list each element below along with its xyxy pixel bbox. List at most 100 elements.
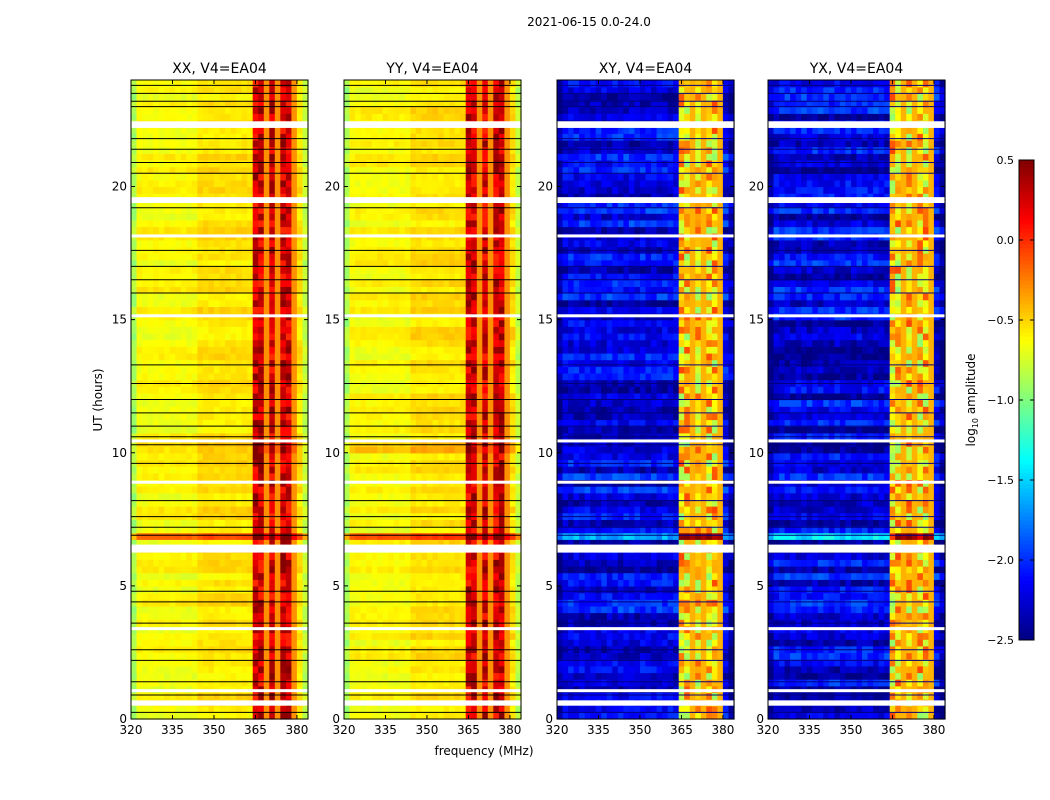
heatmap-cell (147, 639, 154, 647)
heatmap-cell (186, 679, 193, 687)
heatmap-cell (382, 559, 389, 567)
heatmap-cell (280, 86, 287, 94)
heatmap-cell (252, 100, 259, 108)
heatmap-cell (191, 153, 198, 161)
heatmap-cell (236, 279, 243, 287)
heatmap-cell (219, 199, 226, 208)
heatmap-cell (438, 599, 445, 607)
heatmap-cell (214, 372, 221, 381)
heatmap-cell (142, 179, 149, 188)
heatmap-cell (449, 565, 456, 574)
heatmap-cell (180, 439, 187, 447)
heatmap-cell (274, 179, 281, 188)
heatmap-cell (247, 712, 254, 720)
heatmap-cell (360, 579, 367, 587)
heatmap-cell (263, 326, 270, 334)
heatmap-cell (202, 659, 209, 667)
heatmap-cell (432, 372, 439, 381)
heatmap-cell (487, 439, 494, 447)
heatmap-cell (175, 599, 182, 607)
heatmap-cell (219, 519, 226, 527)
heatmap-cell (263, 585, 270, 594)
heatmap-cell (449, 452, 456, 461)
heatmap-cell (241, 126, 248, 134)
heatmap-cell (175, 332, 182, 341)
heatmap-cell (180, 100, 187, 108)
heatmap-cell (131, 253, 138, 261)
heatmap-cell (197, 219, 204, 228)
heatmap-cell (202, 279, 209, 287)
heatmap-cell (219, 106, 226, 114)
heatmap-cell (509, 439, 516, 447)
heatmap-cell (285, 426, 292, 434)
heatmap-cell (366, 526, 373, 534)
heatmap-cell (432, 332, 439, 341)
heatmap-cell (344, 672, 351, 680)
heatmap-cell (515, 652, 522, 660)
heatmap-cell (153, 712, 160, 720)
heatmap-cell (258, 705, 265, 713)
heatmap-cell (449, 705, 456, 713)
heatmap-cell (504, 386, 511, 394)
heatmap-cell (191, 326, 198, 334)
heatmap-cell (427, 352, 434, 361)
heatmap-cell (274, 705, 281, 713)
heatmap-cell (504, 506, 511, 514)
heatmap-cell (274, 392, 281, 401)
heatmap-cell (180, 519, 187, 527)
heatmap-cell (258, 80, 265, 88)
heatmap-cell (432, 426, 439, 434)
heatmap-cell (169, 552, 176, 560)
heatmap-cell (377, 366, 384, 374)
heatmap-cell (175, 592, 182, 600)
heatmap-cell (180, 126, 187, 134)
heatmap-cell (180, 286, 187, 294)
heatmap-cell (465, 399, 472, 407)
heatmap-cell (214, 652, 221, 660)
heatmap-cell (360, 599, 367, 607)
heatmap-cell (360, 552, 367, 560)
heatmap-cell (296, 386, 303, 394)
heatmap-cell (360, 386, 367, 394)
heatmap-cell (504, 392, 511, 401)
heatmap-cell (169, 319, 176, 327)
heatmap-cell (355, 446, 362, 454)
heatmap-cell (252, 113, 259, 121)
heatmap-cell (180, 80, 187, 88)
heatmap-cell (236, 406, 243, 414)
heatmap-cell (258, 219, 265, 228)
heatmap-cell (296, 466, 303, 474)
heatmap-cell (202, 392, 209, 401)
heatmap-cell (147, 166, 154, 174)
heatmap-cell (236, 286, 243, 294)
heatmap-cell (191, 426, 198, 434)
heatmap-cell (136, 605, 143, 614)
heatmap-cell (377, 352, 384, 361)
heatmap-cell (487, 406, 494, 414)
heatmap-cell (366, 352, 373, 361)
heatmap-cell (344, 632, 351, 640)
heatmap-cell (349, 585, 356, 594)
heatmap-cell (164, 466, 171, 474)
heatmap-cell (169, 559, 176, 567)
heatmap-cell (432, 346, 439, 354)
heatmap-cell (197, 579, 204, 587)
heatmap-cell (280, 326, 287, 334)
heatmap-cell (153, 193, 160, 201)
heatmap-cell (399, 672, 406, 680)
heatmap-cell (158, 159, 165, 168)
heatmap-cell (169, 419, 176, 427)
heatmap-cell (471, 439, 478, 447)
heatmap-cell (225, 526, 232, 534)
heatmap-cell (427, 612, 434, 620)
heatmap-cell (449, 392, 456, 401)
heatmap-cell (214, 213, 221, 221)
heatmap-cell (509, 392, 516, 401)
heatmap-cell (252, 366, 259, 374)
heatmap-cell (202, 552, 209, 560)
heatmap-cell (158, 279, 165, 287)
heatmap-cell (285, 519, 292, 527)
heatmap-cell (366, 659, 373, 667)
heatmap-cell (225, 659, 232, 667)
heatmap-cell (219, 206, 226, 214)
